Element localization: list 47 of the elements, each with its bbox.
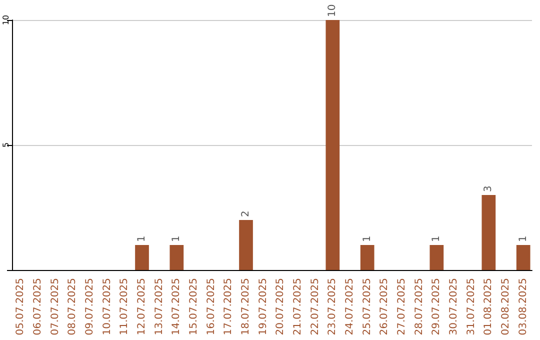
bar bbox=[170, 245, 184, 270]
x-tick-label: 31.07.2025 bbox=[466, 278, 477, 336]
x-tick-label: 24.07.2025 bbox=[344, 278, 356, 336]
x-tick-label: 07.07.2025 bbox=[50, 278, 61, 336]
x-tick-label: 18.07.2025 bbox=[240, 278, 252, 336]
x-tick-label: 09.07.2025 bbox=[84, 278, 96, 336]
x-tick-label: 21.07.2025 bbox=[292, 278, 304, 336]
bar bbox=[239, 220, 253, 270]
data-label: 1 bbox=[171, 236, 182, 242]
x-tick-label: 08.07.2025 bbox=[67, 278, 78, 336]
data-label: 3 bbox=[483, 186, 494, 192]
x-tick-label: 26.07.2025 bbox=[379, 278, 390, 336]
x-tick-label: 27.07.2025 bbox=[396, 278, 408, 336]
x-tick-label: 12.07.2025 bbox=[136, 278, 148, 336]
x-tick-label: 05.07.2025 bbox=[15, 278, 26, 336]
x-tick-label: 16.07.2025 bbox=[206, 278, 217, 336]
x-tick-label: 29.07.2025 bbox=[431, 278, 442, 336]
x-tick-label: 14.07.2025 bbox=[171, 278, 182, 336]
data-label: 1 bbox=[362, 236, 373, 242]
x-tick-label: 01.08.2025 bbox=[483, 278, 494, 336]
data-label: 1 bbox=[136, 236, 148, 242]
x-tick-label: 13.07.2025 bbox=[154, 278, 165, 336]
x-tick-label: 28.07.2025 bbox=[414, 278, 425, 336]
x-tick-label: 19.07.2025 bbox=[258, 278, 269, 336]
x-tick-label: 22.07.2025 bbox=[310, 278, 321, 336]
x-tick-label: 06.07.2025 bbox=[32, 278, 44, 336]
bar bbox=[360, 245, 374, 270]
y-tick-label: 5 bbox=[2, 142, 10, 148]
bar bbox=[430, 245, 444, 270]
bar bbox=[135, 245, 149, 270]
x-tick-label: 10.07.2025 bbox=[102, 278, 113, 336]
bar bbox=[516, 245, 530, 270]
x-tick-label: 11.07.2025 bbox=[119, 278, 130, 336]
x-tick-label: 15.07.2025 bbox=[188, 278, 200, 336]
x-tick-label: 25.07.2025 bbox=[362, 278, 373, 336]
x-tick-label: 30.07.2025 bbox=[448, 278, 460, 336]
x-tick-label: 17.07.2025 bbox=[223, 278, 234, 336]
x-tick-label: 03.08.2025 bbox=[518, 278, 529, 336]
x-tick-label: 20.07.2025 bbox=[275, 278, 286, 336]
x-tick-label: 23.07.2025 bbox=[327, 278, 338, 336]
bar bbox=[326, 20, 340, 270]
data-label: 1 bbox=[431, 236, 442, 242]
bar bbox=[482, 195, 496, 270]
data-label: 1 bbox=[518, 236, 529, 242]
data-label: 10 bbox=[327, 4, 338, 17]
data-label: 2 bbox=[240, 210, 252, 217]
x-tick-label: 02.08.2025 bbox=[500, 278, 512, 336]
